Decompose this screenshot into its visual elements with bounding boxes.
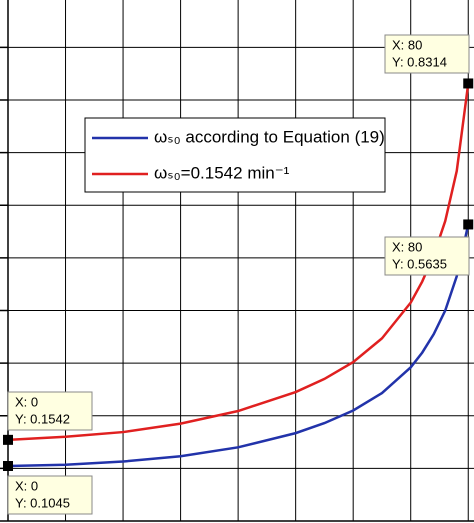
- legend-label: ωₛ₀ according to Equation (19): [154, 127, 385, 146]
- data-tip-x: X: 0: [15, 478, 38, 493]
- data-tip-marker: [3, 434, 13, 445]
- data-tip-y: Y: 0.1542: [15, 411, 70, 426]
- data-tip-marker: [463, 219, 474, 230]
- data-tip-x: X: 80: [392, 37, 422, 52]
- data-tip-box: [7, 475, 93, 515]
- data-tip-box: [384, 236, 470, 276]
- data-tip-box: [7, 391, 93, 431]
- data-tip-x: X: 0: [15, 394, 38, 409]
- data-tip-x: X: 80: [392, 239, 422, 254]
- data-tip-y: Y: 0.1045: [15, 495, 70, 510]
- data-tip-y: Y: 0.8314: [392, 54, 447, 69]
- series-line: [7, 83, 470, 442]
- data-tip-marker: [3, 461, 13, 472]
- legend-label: ωₛ₀=0.1542 min⁻¹: [154, 163, 290, 182]
- data-tip-box: [384, 34, 470, 74]
- data-tip-marker: [463, 78, 474, 89]
- series-line: [7, 224, 470, 468]
- legend-box: [84, 117, 386, 193]
- data-tip-y: Y: 0.5635: [392, 256, 447, 271]
